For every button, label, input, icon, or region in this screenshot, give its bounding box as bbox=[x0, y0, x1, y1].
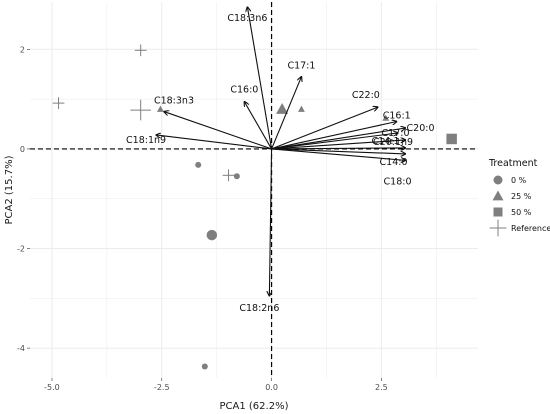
point-plus bbox=[52, 97, 65, 109]
legend: Treatment 0 % 25 % 50 % Reference bbox=[488, 158, 550, 237]
point-triangle bbox=[297, 105, 305, 112]
loading-arrow bbox=[247, 7, 273, 150]
y-tick-label: -2 bbox=[17, 245, 25, 254]
loading-label: C22:0 bbox=[352, 90, 380, 101]
loading-label: C18:3n3 bbox=[154, 96, 194, 107]
axes: -5.0 -2.5 0.0 2.5 -4 -2 0 2 PCA1 (62.2%) PCA2 (15… bbox=[4, 2, 478, 412]
loading-label: C18:0 bbox=[384, 176, 412, 187]
legend-key-square bbox=[493, 207, 503, 217]
loading-label: C17:1 bbox=[287, 61, 315, 72]
grid bbox=[30, 2, 478, 378]
loading-arrow bbox=[271, 128, 406, 150]
point-plus bbox=[130, 99, 151, 121]
legend-label: Reference bbox=[511, 224, 550, 233]
x-tick-label: 2.5 bbox=[375, 383, 388, 392]
legend-key-circle bbox=[493, 175, 503, 185]
point-circle bbox=[195, 161, 202, 168]
y-tick-label: -4 bbox=[17, 344, 25, 353]
legend-title: Treatment bbox=[488, 158, 538, 169]
point-plus bbox=[222, 169, 235, 182]
loading-arrow bbox=[271, 77, 302, 150]
loading-label: C20:0 bbox=[407, 123, 435, 134]
score-points bbox=[52, 44, 457, 370]
point-square bbox=[446, 133, 457, 145]
loading-label: C14:1 bbox=[372, 136, 400, 147]
loading-label: C16:1 bbox=[383, 111, 411, 122]
loading-arrow bbox=[244, 102, 273, 150]
loading-label: C18:1n9 bbox=[126, 135, 166, 146]
point-triangle bbox=[276, 103, 289, 114]
loading-label: C17:0 bbox=[382, 128, 410, 139]
loading-arrow bbox=[269, 148, 271, 296]
legend-label: 25 % bbox=[511, 192, 532, 201]
loading-arrow bbox=[271, 148, 406, 149]
plot-panel bbox=[30, 2, 478, 378]
loading-arrow bbox=[271, 133, 398, 150]
loading-arrow bbox=[164, 112, 272, 150]
loading-label: C18:2n6 bbox=[239, 303, 279, 314]
point-circle bbox=[201, 363, 208, 370]
legend-key-plus bbox=[489, 219, 507, 237]
loading-label: C18:3n6 bbox=[227, 13, 267, 24]
legend-label: 0 % bbox=[511, 176, 527, 185]
x-tick-label: -5.0 bbox=[44, 383, 60, 392]
point-plus bbox=[134, 44, 147, 57]
loading-arrow bbox=[156, 135, 272, 150]
x-axis-title: PCA1 (62.2%) bbox=[220, 401, 289, 412]
point-triangle bbox=[382, 114, 390, 121]
loading-arrow bbox=[271, 148, 406, 154]
legend-key-triangle bbox=[492, 190, 504, 201]
legend-label: 50 % bbox=[511, 208, 532, 217]
loading-vectors: C18:3n6 C17:1 C16:0 C18:3n3 C18:1n9 C22:0C16:… bbox=[126, 7, 435, 314]
y-tick-label: 2 bbox=[20, 45, 25, 54]
point-triangle bbox=[156, 105, 164, 112]
point-circle bbox=[206, 229, 218, 241]
x-tick-label: 0.0 bbox=[265, 383, 278, 392]
x-tick-label: -2.5 bbox=[154, 383, 170, 392]
y-axis-title: PCA2 (15.7%) bbox=[4, 155, 15, 224]
loading-arrow bbox=[271, 122, 397, 150]
loading-arrow bbox=[271, 148, 406, 160]
point-circle bbox=[233, 173, 240, 180]
loading-label: C16:0 bbox=[230, 85, 258, 96]
loading-arrow bbox=[271, 107, 378, 150]
loading-label: C14:0 bbox=[380, 157, 408, 168]
loading-label: C20:1n9 bbox=[373, 137, 413, 148]
loading-arrow bbox=[271, 140, 406, 150]
y-tick-label: 0 bbox=[20, 145, 25, 154]
